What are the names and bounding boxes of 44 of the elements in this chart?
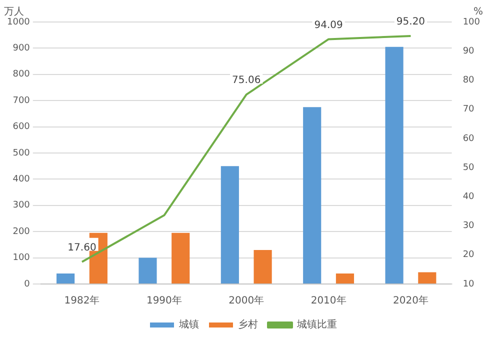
x-tick-label: 1990年 <box>146 294 182 307</box>
y2-tick-label: 70 <box>462 104 475 115</box>
y2-axis-title: % <box>473 6 483 18</box>
data-label: 17.60 <box>68 242 96 254</box>
y2-tick-label: 20 <box>462 250 475 260</box>
y-tick-label: 700 <box>12 96 30 106</box>
x-tick-label: 2000年 <box>228 294 264 307</box>
y-tick-label: 300 <box>12 200 30 211</box>
bar <box>385 46 404 284</box>
y2-tick-label: 100 <box>462 17 480 28</box>
legend-label: 乡村 <box>238 318 258 331</box>
x-tick-label: 2010年 <box>310 294 346 307</box>
y-tick-label: 200 <box>12 226 30 237</box>
bar <box>303 107 322 284</box>
bar <box>336 274 354 284</box>
data-label: 94.09 <box>314 20 343 31</box>
y2-tick-label: 60 <box>462 134 475 144</box>
y2-tick-label: 30 <box>462 221 475 232</box>
bar <box>254 250 272 284</box>
y2-tick-label: 10 <box>462 279 475 290</box>
y2-tick-label: 50 <box>462 162 475 173</box>
legend-label: 城镇比重 <box>296 318 337 331</box>
bar <box>220 166 239 284</box>
legend-label: 城镇 <box>178 318 199 331</box>
y-tick-label: 400 <box>12 174 30 185</box>
y2-tick-label: 80 <box>462 76 475 86</box>
bar <box>172 232 190 284</box>
y-axis-title: 万人 <box>4 6 24 18</box>
y2-tick-label: 90 <box>462 46 475 56</box>
bar <box>418 272 436 284</box>
data-label: 75.06 <box>232 75 261 86</box>
y-tick-label: 0 <box>24 279 30 290</box>
y-tick-label: 1000 <box>7 17 30 28</box>
y-tick-label: 900 <box>12 44 30 54</box>
bar <box>138 258 157 284</box>
x-tick-label: 1982年 <box>64 294 100 307</box>
y-tick-label: 100 <box>12 253 30 264</box>
data-label: 95.20 <box>396 16 426 28</box>
y-tick-label: 500 <box>12 148 30 158</box>
y-tick-label: 800 <box>12 70 30 80</box>
bar <box>56 274 75 284</box>
y2-tick-label: 40 <box>462 192 475 202</box>
x-tick-label: 2020年 <box>393 294 428 307</box>
y-tick-label: 600 <box>12 122 30 132</box>
